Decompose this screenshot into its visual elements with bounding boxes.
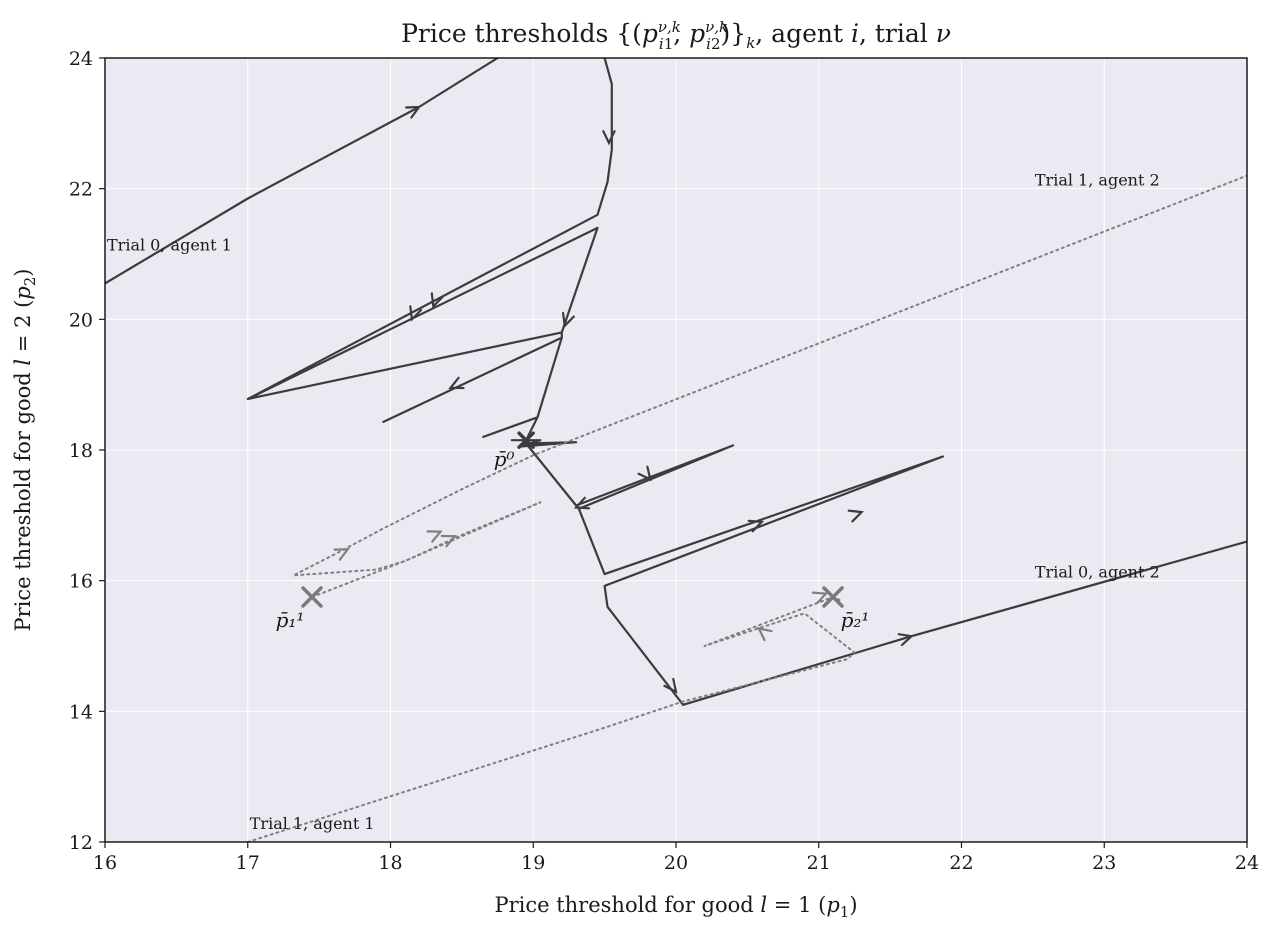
series-direction-arrow	[333, 548, 350, 561]
equilibrium-label: p̄₂¹	[841, 608, 870, 632]
x-tick-label: 24	[1235, 852, 1259, 874]
x-axis-label: Price threshold for good l = 1 (p1)	[494, 893, 857, 921]
marker-layer: p̄⁰ p̄₁¹ p̄₂¹	[276, 431, 870, 632]
x-tick-label: 21	[807, 852, 831, 874]
series-direction-arrow	[573, 496, 591, 510]
y-axis: 12 14 16 18 20 22 24	[69, 48, 105, 854]
series-annotation: Trial 1, agent 1	[250, 814, 375, 833]
series-trial0-agent1-line	[105, 58, 499, 285]
series-direction-arrow	[663, 677, 678, 694]
x-tick-label: 22	[949, 852, 973, 874]
series-annotation: Trial 0, agent 2	[1035, 562, 1160, 581]
series-annotation: Trial 1, agent 2	[1035, 170, 1160, 189]
equilibrium-marker	[517, 431, 535, 449]
x-tick-label: 17	[236, 852, 260, 874]
series-annotation: Trial 0, agent 1	[107, 236, 232, 255]
series-direction-arrow	[409, 305, 423, 322]
y-tick-label: 14	[69, 701, 93, 723]
equilibrium-marker	[822, 586, 844, 608]
series-direction-arrow	[562, 311, 575, 329]
equilibrium-label: p̄₁¹	[276, 608, 305, 632]
y-tick-label: 16	[69, 571, 93, 593]
series-direction-arrow	[430, 292, 444, 309]
series-direction-arrow	[448, 376, 465, 390]
series-direction-arrow	[440, 534, 457, 548]
y-axis-label: Price threshold for good l = 2 (p2)	[11, 268, 39, 631]
y-tick-label: 24	[69, 48, 93, 70]
y-tick-label: 20	[69, 309, 93, 331]
series-direction-arrow	[747, 519, 765, 533]
y-tick-label: 22	[69, 179, 93, 201]
x-tick-label: 16	[93, 852, 117, 874]
y-tick-label: 18	[69, 440, 93, 462]
series-direction-arrow	[897, 633, 914, 647]
series-direction-arrow	[811, 591, 829, 605]
series-trial1-agent1-line	[246, 596, 856, 842]
series-direction-arrow	[847, 509, 864, 523]
series-layer	[105, 58, 1247, 842]
x-tick-label: 18	[378, 852, 402, 874]
y-tick-label: 12	[69, 832, 93, 854]
series-direction-arrow	[426, 530, 443, 543]
chart-title: Price thresholds {(pν,k i1, pν,k i2)}k, ag…	[401, 18, 951, 53]
series-direction-arrow	[756, 626, 773, 642]
series-direction-arrow	[602, 130, 616, 146]
equilibrium-marker	[301, 586, 323, 608]
series-direction-arrow	[405, 105, 422, 119]
series-direction-arrow	[637, 465, 652, 482]
x-tick-label: 23	[1092, 852, 1116, 874]
annotation-layer: Trial 0, agent 1 Trial 1, agent 2 Trial 0,…	[107, 170, 1160, 833]
x-tick-label: 19	[521, 852, 545, 874]
series-trial0-agent1-line	[246, 58, 944, 706]
equilibrium-label: p̄⁰	[494, 447, 515, 471]
x-axis: 16 17 18 19 20 21 22 23 24	[93, 842, 1259, 874]
x-tick-label: 20	[664, 852, 688, 874]
